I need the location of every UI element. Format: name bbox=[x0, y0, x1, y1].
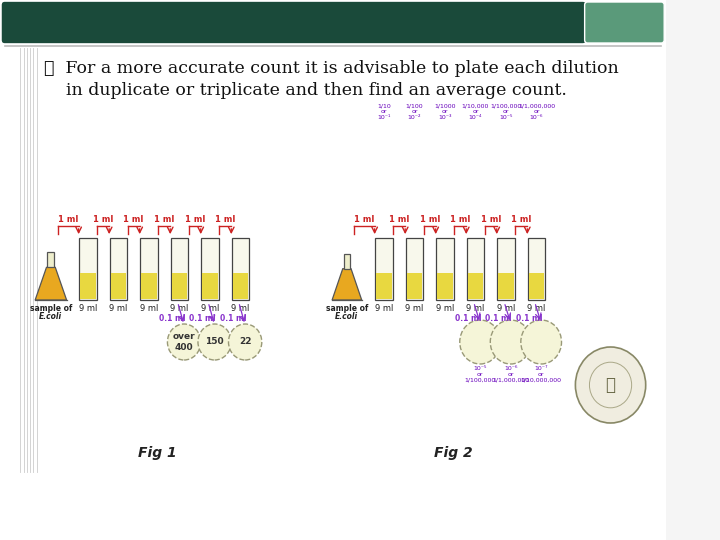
Text: 0.1 ml: 0.1 ml bbox=[159, 314, 185, 323]
Text: 1/10,000
or
10⁻⁴: 1/10,000 or 10⁻⁴ bbox=[462, 103, 489, 119]
Text: sample of: sample of bbox=[30, 304, 72, 313]
Text: 1 ml: 1 ml bbox=[420, 215, 440, 224]
Bar bbox=[436, 238, 454, 300]
Text: 1/10
or
10⁻¹: 1/10 or 10⁻¹ bbox=[377, 103, 391, 119]
Polygon shape bbox=[48, 252, 55, 267]
Bar bbox=[377, 273, 392, 299]
Bar bbox=[437, 273, 453, 299]
Text: 0.1 ml: 0.1 ml bbox=[220, 314, 246, 323]
Circle shape bbox=[575, 347, 646, 423]
Polygon shape bbox=[35, 267, 67, 300]
Bar bbox=[171, 238, 188, 300]
Bar bbox=[141, 273, 157, 299]
Text: 9 ml: 9 ml bbox=[467, 304, 485, 313]
Text: 1 ml: 1 ml bbox=[450, 215, 470, 224]
Text: 9 ml: 9 ml bbox=[140, 304, 158, 313]
Text: 1/1000
or
10⁻³: 1/1000 or 10⁻³ bbox=[434, 103, 456, 119]
Polygon shape bbox=[343, 254, 350, 269]
Text: 9 ml: 9 ml bbox=[231, 304, 250, 313]
Text: Fig 2: Fig 2 bbox=[434, 446, 472, 460]
Bar bbox=[232, 238, 249, 300]
Text: 1 ml: 1 ml bbox=[480, 215, 501, 224]
FancyBboxPatch shape bbox=[585, 2, 664, 43]
Text: 🏛: 🏛 bbox=[606, 376, 616, 394]
Bar bbox=[468, 273, 483, 299]
Text: 9 ml: 9 ml bbox=[78, 304, 97, 313]
Text: 1 ml: 1 ml bbox=[511, 215, 531, 224]
Text: 1 ml: 1 ml bbox=[154, 215, 174, 224]
Text: 10⁻⁶
or
1/1,000,000: 10⁻⁶ or 1/1,000,000 bbox=[492, 366, 529, 383]
Bar bbox=[201, 238, 219, 300]
Text: 9 ml: 9 ml bbox=[497, 304, 516, 313]
Bar bbox=[375, 238, 392, 300]
Text: 0.1 ml: 0.1 ml bbox=[189, 314, 216, 323]
Circle shape bbox=[198, 324, 231, 360]
Bar bbox=[202, 273, 217, 299]
Text: E.coli: E.coli bbox=[40, 312, 63, 321]
Text: ❖  For a more accurate count it is advisable to plate each dilution: ❖ For a more accurate count it is advisa… bbox=[45, 60, 619, 77]
Text: 9 ml: 9 ml bbox=[527, 304, 546, 313]
Bar bbox=[109, 238, 127, 300]
Text: 1/100,000
or
10⁻⁵: 1/100,000 or 10⁻⁵ bbox=[490, 103, 521, 119]
Bar bbox=[498, 273, 513, 299]
Circle shape bbox=[460, 320, 500, 364]
Text: 150: 150 bbox=[205, 338, 224, 347]
Text: 1 ml: 1 ml bbox=[215, 215, 235, 224]
Text: 1/1,000,000
or
10⁻⁶: 1/1,000,000 or 10⁻⁶ bbox=[518, 103, 555, 119]
Circle shape bbox=[228, 324, 262, 360]
Text: 9 ml: 9 ml bbox=[170, 304, 189, 313]
Text: 1 ml: 1 ml bbox=[184, 215, 205, 224]
Bar bbox=[140, 238, 158, 300]
Circle shape bbox=[168, 324, 201, 360]
Text: 1 ml: 1 ml bbox=[124, 215, 144, 224]
Text: 9 ml: 9 ml bbox=[405, 304, 423, 313]
Text: Fig 1: Fig 1 bbox=[138, 446, 176, 460]
Text: 1 ml: 1 ml bbox=[93, 215, 113, 224]
Text: over
400: over 400 bbox=[173, 332, 195, 352]
Bar bbox=[405, 238, 423, 300]
Text: 1 ml: 1 ml bbox=[354, 215, 374, 224]
Text: 1 ml: 1 ml bbox=[389, 215, 410, 224]
Text: 22: 22 bbox=[239, 338, 251, 347]
Text: 0.1 ml: 0.1 ml bbox=[455, 314, 482, 323]
Text: sample of: sample of bbox=[325, 304, 368, 313]
Text: in duplicate or triplicate and then find an average count.: in duplicate or triplicate and then find… bbox=[45, 82, 567, 99]
Text: 0.1 ml: 0.1 ml bbox=[516, 314, 542, 323]
Bar bbox=[111, 273, 126, 299]
Bar bbox=[498, 238, 515, 300]
Text: 10⁻⁵
or
1/100,000: 10⁻⁵ or 1/100,000 bbox=[464, 366, 496, 383]
Text: 9 ml: 9 ml bbox=[374, 304, 393, 313]
FancyBboxPatch shape bbox=[1, 1, 587, 44]
Bar bbox=[528, 238, 545, 300]
Text: 1 ml: 1 ml bbox=[58, 215, 78, 224]
Circle shape bbox=[490, 320, 531, 364]
Bar bbox=[233, 273, 248, 299]
Text: 9 ml: 9 ml bbox=[201, 304, 219, 313]
Text: 10⁻⁷
or
1/10,000,000: 10⁻⁷ or 1/10,000,000 bbox=[521, 366, 562, 383]
Bar bbox=[467, 238, 485, 300]
Polygon shape bbox=[332, 269, 361, 300]
Bar bbox=[79, 238, 96, 300]
Text: 9 ml: 9 ml bbox=[109, 304, 127, 313]
Circle shape bbox=[521, 320, 562, 364]
Text: E.coli: E.coli bbox=[336, 312, 359, 321]
Text: 9 ml: 9 ml bbox=[436, 304, 454, 313]
Bar bbox=[529, 273, 544, 299]
Bar bbox=[172, 273, 187, 299]
Text: 0.1 ml: 0.1 ml bbox=[485, 314, 512, 323]
Bar bbox=[80, 273, 96, 299]
Text: 1/100
or
10⁻²: 1/100 or 10⁻² bbox=[405, 103, 423, 119]
Bar bbox=[407, 273, 422, 299]
